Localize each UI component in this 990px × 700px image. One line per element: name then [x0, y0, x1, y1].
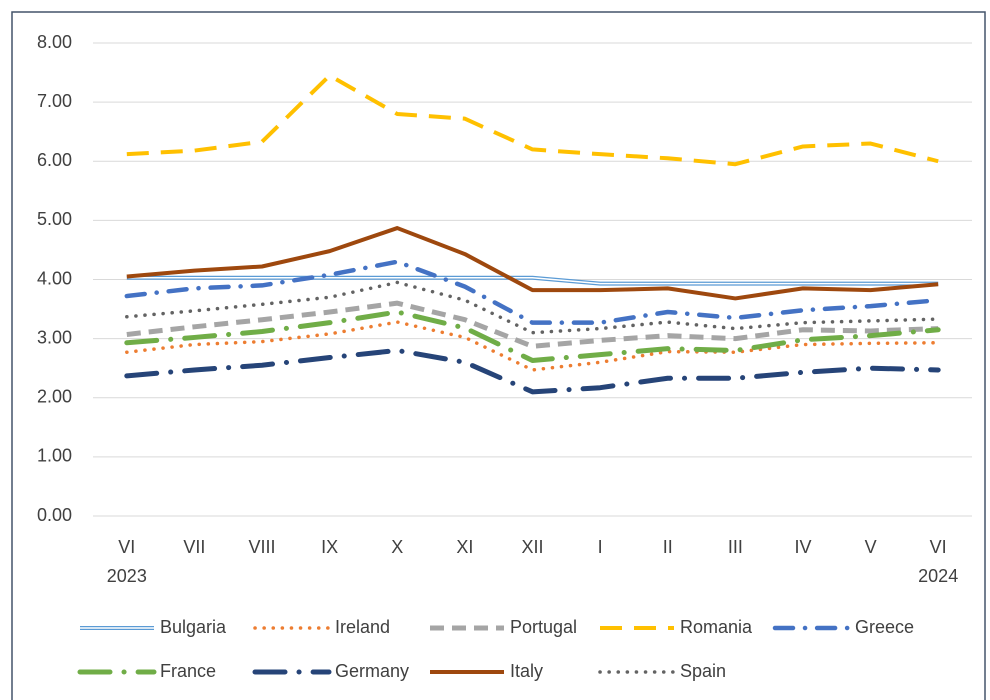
y-tick-label: 2.00 [37, 387, 72, 407]
y-tick-label: 6.00 [37, 150, 72, 170]
series-line [124, 259, 941, 325]
series-line [126, 73, 939, 167]
legend-label: Spain [680, 661, 726, 681]
legend-item: Bulgaria [80, 617, 227, 637]
series-line [124, 309, 941, 364]
legend-item: Spain [598, 661, 726, 681]
series-line-inner [126, 276, 939, 285]
legend-label: Portugal [510, 617, 577, 637]
series-line [126, 226, 939, 301]
series-line [126, 300, 939, 349]
y-tick-label: 1.00 [37, 446, 72, 466]
legend-label: Ireland [335, 617, 390, 637]
series-line [125, 320, 940, 372]
x-tick-label: XII [521, 537, 543, 557]
legend-item: Greece [772, 617, 914, 637]
legend-label: Italy [510, 661, 543, 681]
legend-item: Ireland [253, 617, 390, 637]
series-line [125, 280, 940, 335]
legend-label: Germany [335, 661, 409, 681]
y-tick-label: 4.00 [37, 268, 72, 288]
legend-item: Portugal [430, 617, 577, 637]
legend-label: France [160, 661, 216, 681]
y-tick-label: 5.00 [37, 209, 72, 229]
legend-label: Greece [855, 617, 914, 637]
x-tick-label: VIII [249, 537, 276, 557]
x-tick-label: I [598, 537, 603, 557]
y-tick-label: 7.00 [37, 91, 72, 111]
x-tick-label: VII [183, 537, 205, 557]
legend-item: France [77, 661, 216, 681]
y-tick-label: 8.00 [37, 32, 72, 52]
x-tick-label: IX [321, 537, 338, 557]
legend-label: Bulgaria [160, 617, 227, 637]
x-tick-label: II [663, 537, 673, 557]
legend-item: Romania [600, 617, 753, 637]
x-tick-label: V [865, 537, 877, 557]
y-tick-label: 0.00 [37, 505, 72, 525]
chart-frame [11, 11, 986, 700]
x-tick-label: III [728, 537, 743, 557]
legend-label: Romania [680, 617, 753, 637]
legend-item: Italy [430, 661, 543, 681]
x-tick-label: XI [456, 537, 473, 557]
y-tick-label: 3.00 [37, 327, 72, 347]
series-line [124, 347, 941, 395]
x-tick-label: IV [794, 537, 811, 557]
x-tick-label: VI 2024 [918, 537, 958, 586]
x-tick-label: VI 2023 [107, 537, 147, 586]
x-tick-label: X [391, 537, 403, 557]
legend-item: Germany [252, 661, 409, 681]
